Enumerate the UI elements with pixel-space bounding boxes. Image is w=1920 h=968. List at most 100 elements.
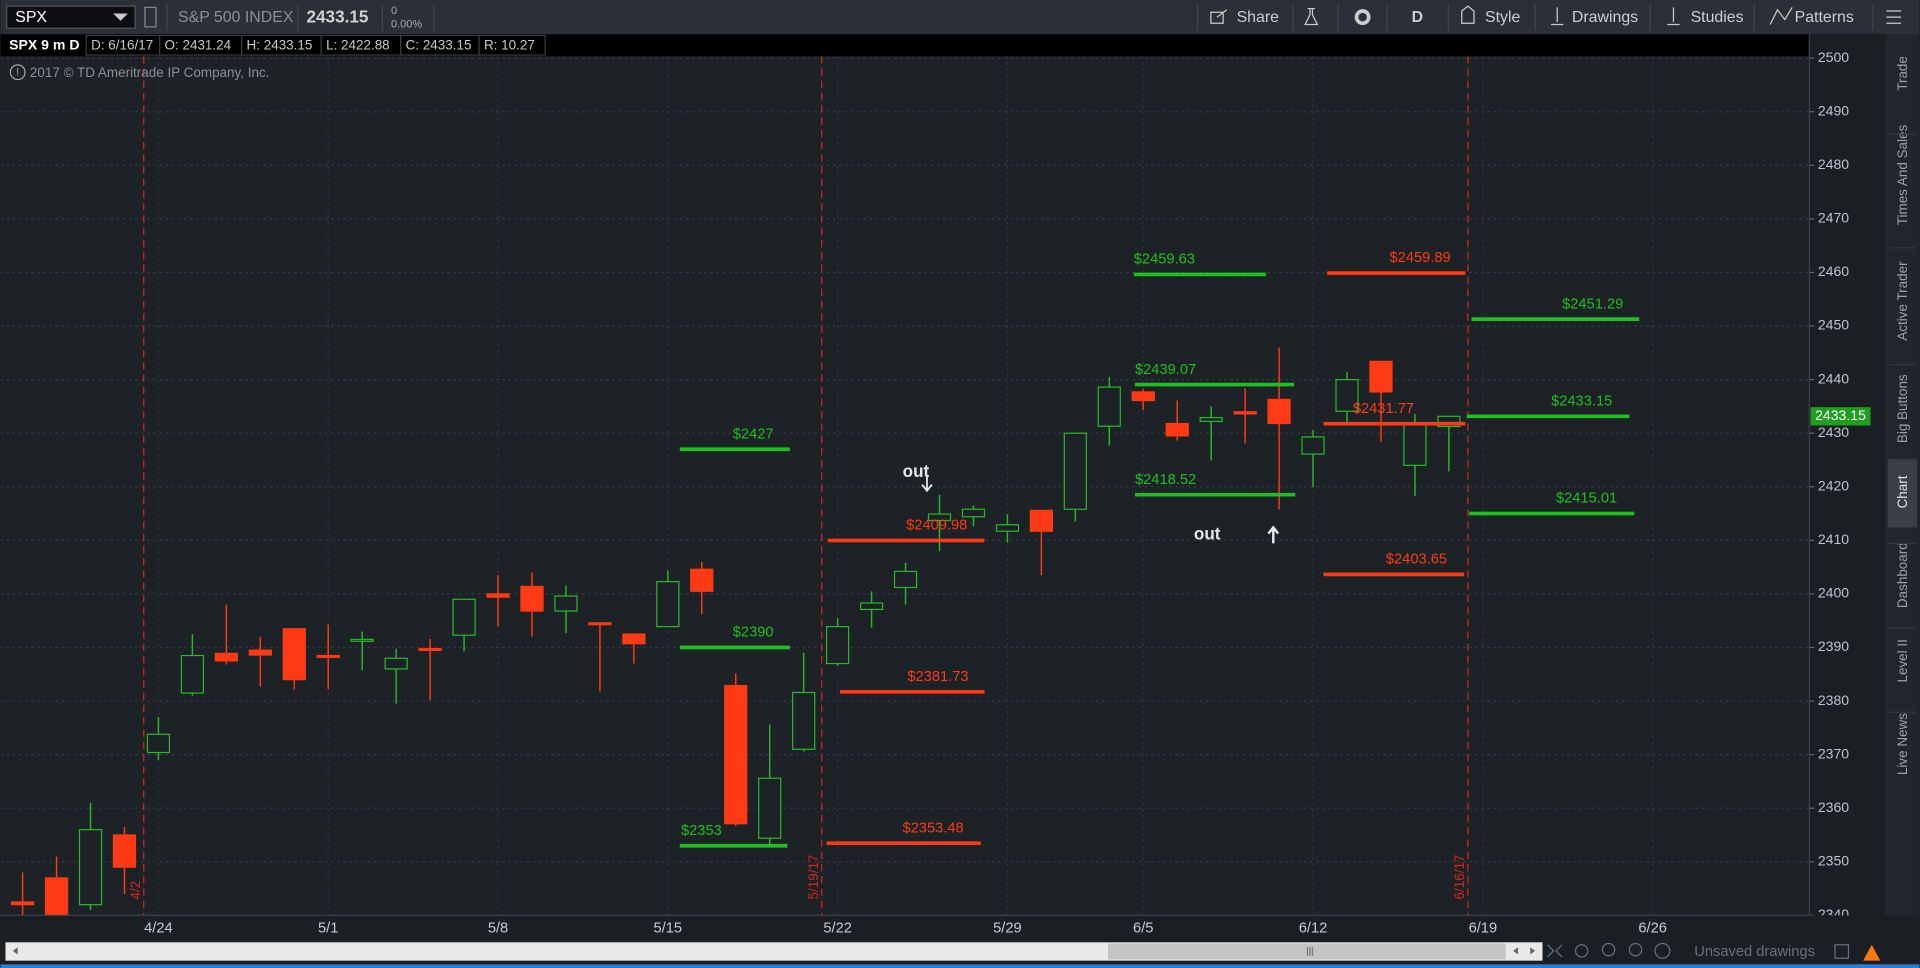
price-level-label: $2409.98 [906,518,967,534]
sidebar-tab[interactable]: Level II [1895,639,1910,682]
sidebar-tab[interactable]: Active Trader [1895,261,1910,341]
candle-body [350,638,374,642]
y-tick-label: 2400 [1818,585,1849,601]
unsaved-drawings[interactable]: Unsaved drawings [1694,944,1815,960]
candle-body [690,568,714,592]
info-field: C: 2433.15 [406,37,472,52]
price-level-label: $2433.15 [1551,393,1612,409]
candle-body [995,524,1020,532]
warning-icon[interactable] [1863,944,1881,961]
candle-body [1097,386,1121,427]
candle-body [656,580,680,628]
change-percent: 0.00% [391,18,422,30]
menu-icon[interactable] [1886,10,1902,24]
sidebar-tab[interactable]: Big Buttons [1895,374,1910,443]
candle-body [44,877,69,916]
candle-body [893,570,918,589]
symbol-input[interactable] [6,5,136,29]
drawings-icon [1551,7,1564,26]
info-field: L: 2422.88 [326,37,390,52]
candle-body [78,829,103,906]
price-level-label: $2459.63 [1134,252,1195,268]
description: S&P 500 INDEX [178,9,294,26]
price-level-label: $2431.77 [1353,401,1414,417]
candle-body [1267,398,1291,425]
y-tick-label: 2390 [1818,638,1849,654]
toolbar-separators [1196,3,1874,31]
x-tick-label: 5/22 [823,921,852,937]
candle-body [180,654,205,694]
price-level-label: $2353 [681,823,722,839]
annotation: out [903,461,930,481]
candle-body [452,598,476,636]
active-tab [1887,458,1917,528]
y-tick-label: 2470 [1818,210,1849,226]
y-tick-label: 2360 [1818,799,1849,815]
sidebar-tab[interactable]: Chart [1895,475,1910,508]
candle-body [1063,432,1087,510]
plot-area [0,34,1810,916]
arrow-down [921,474,933,493]
last-price-label: 2433.15 [1815,407,1866,423]
status-strip [0,964,1920,968]
candle-body [961,508,986,518]
candle-body [859,602,884,611]
share-button[interactable]: Share [1237,9,1280,26]
price-level-label: $2381.73 [907,669,968,685]
sidebar-tab[interactable]: Dashboard [1895,542,1910,608]
candle-body [1437,415,1461,428]
candle-body [588,622,612,626]
lab-icon[interactable] [1304,7,1319,26]
zoom-icons[interactable] [1546,942,1671,959]
price-level-label: $2427 [733,426,774,442]
y-tick-label: 2500 [1818,49,1849,65]
settings-icon[interactable] [1354,9,1371,26]
info-field: O: 2431.24 [165,37,232,52]
info-field: R: 10.27 [484,37,535,52]
candle-body [554,595,578,612]
price-level-label: $2390 [733,625,774,641]
y-tick-label: 2480 [1818,156,1849,172]
last-price: 2433.15 [307,6,369,26]
candle-body [1335,378,1359,412]
x-tick-label: 5/8 [488,921,508,937]
x-tick-label: 6/5 [1133,921,1153,937]
patterns-button[interactable]: Patterns [1795,9,1854,26]
candle-body [927,513,952,522]
drawings-button[interactable]: Drawings [1572,9,1638,26]
patterns-icon [1769,7,1793,25]
info-icon-mark: ! [16,67,19,79]
x-tick-label: 6/12 [1299,921,1328,937]
price-level-label: $2459.89 [1390,250,1451,266]
y-tick-label: 2420 [1818,477,1849,493]
candle-body [724,684,748,825]
copyright: 2017 © TD Ameritrade IP Company, Inc. [30,65,269,80]
x-tick-label: 5/15 [654,921,683,937]
x-tick-label: 4/24 [144,921,173,937]
candle-body [1131,391,1155,402]
sidebar-tab[interactable]: Trade [1895,56,1910,91]
candle-body [112,834,137,868]
candle-body [1165,422,1189,437]
style-button[interactable]: Style [1485,9,1520,26]
aggregation-button[interactable]: D [1412,9,1423,26]
symbol: SPX [15,9,47,26]
price-level-label: $2439.07 [1135,362,1196,378]
candle-body [282,628,306,681]
info-box [478,34,546,56]
info-icon [9,64,26,81]
save-icon[interactable] [1834,944,1850,959]
sidebar-tab[interactable]: Live News [1895,713,1910,775]
candle-body [248,649,272,656]
studies-button[interactable]: Studies [1691,9,1744,26]
candle-body [622,633,646,645]
sidebar-tab[interactable]: Times And Sales [1895,125,1910,226]
dropdown[interactable] [113,13,128,21]
annotation: out [1194,523,1221,543]
last-price-tag [1810,407,1871,426]
plot: 4/2 5/19/17 6/16/17 $2427 $2390 $2353 $2409.98… [10,56,1640,916]
candle-body [384,657,408,670]
link-icon[interactable] [144,6,157,28]
